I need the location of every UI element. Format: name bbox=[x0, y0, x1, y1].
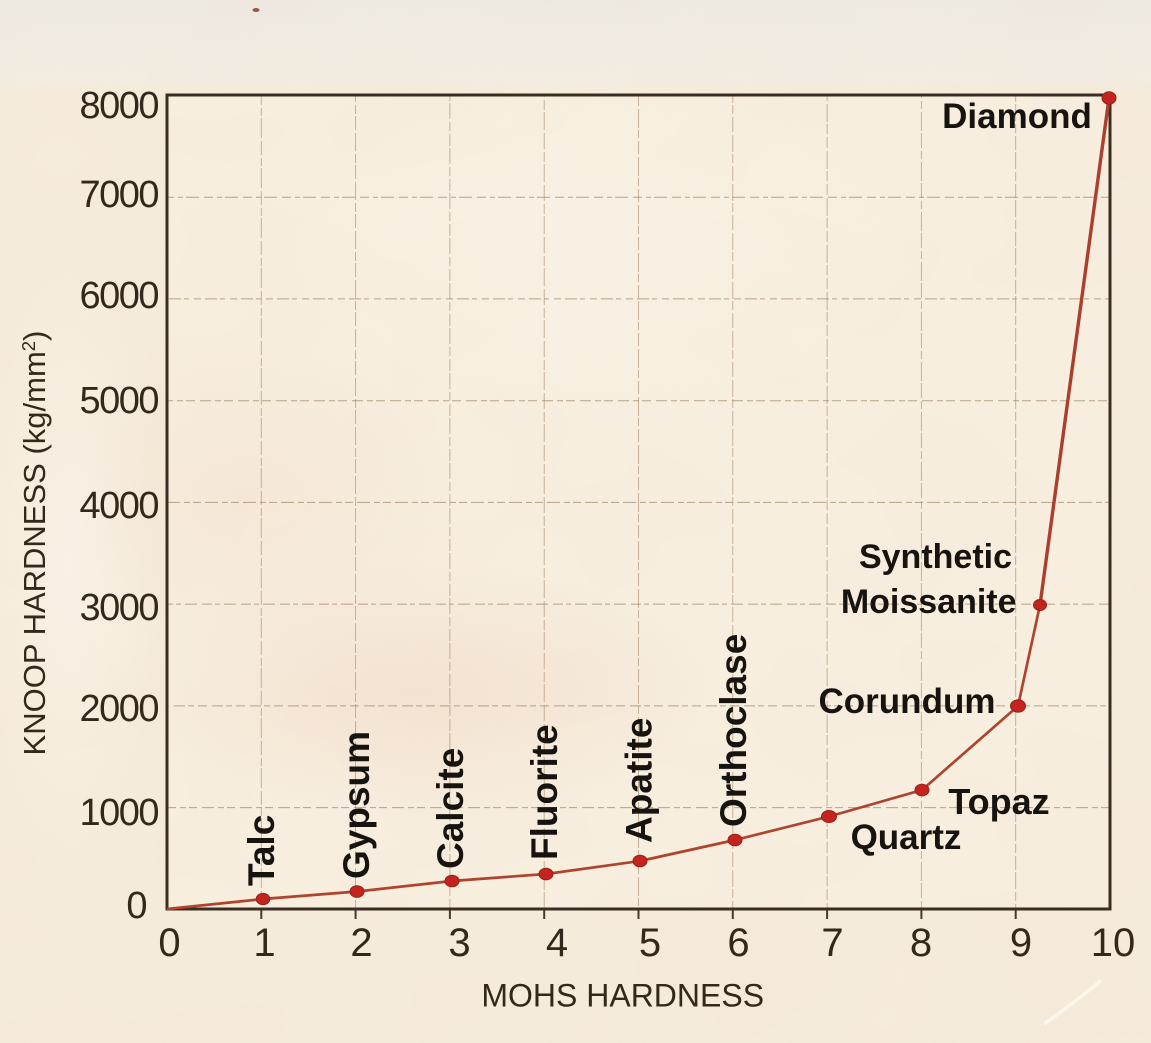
svg-text:KNOOP HARDNESS (kg/mm2): KNOOP HARDNESS (kg/mm2) bbox=[17, 331, 52, 756]
svg-text:8000: 8000 bbox=[79, 85, 158, 127]
svg-text:4: 4 bbox=[546, 921, 568, 965]
svg-text:8: 8 bbox=[910, 921, 932, 965]
svg-text:Quartz: Quartz bbox=[851, 818, 962, 857]
svg-text:10: 10 bbox=[1091, 921, 1136, 965]
svg-text:3000: 3000 bbox=[79, 587, 158, 629]
svg-text:1: 1 bbox=[253, 921, 275, 965]
svg-text:7: 7 bbox=[821, 921, 843, 965]
svg-text:Talc: Talc bbox=[241, 815, 282, 886]
svg-text:4000: 4000 bbox=[79, 485, 158, 527]
svg-text:Apatite: Apatite bbox=[619, 718, 660, 843]
svg-text:5000: 5000 bbox=[79, 380, 158, 422]
svg-text:2000: 2000 bbox=[79, 688, 158, 730]
svg-text:Synthetic: Synthetic bbox=[859, 538, 1012, 576]
svg-text:0: 0 bbox=[158, 921, 180, 965]
svg-text:Corundum: Corundum bbox=[819, 682, 996, 721]
svg-text:Fluorite: Fluorite bbox=[524, 724, 565, 860]
svg-text:5: 5 bbox=[639, 921, 661, 965]
svg-text:7000: 7000 bbox=[79, 174, 158, 216]
svg-text:MOHS HARDNESS: MOHS HARDNESS bbox=[481, 978, 764, 1014]
svg-text:Moissanite: Moissanite bbox=[841, 583, 1017, 621]
svg-text:Calcite: Calcite bbox=[430, 748, 471, 869]
svg-text:0: 0 bbox=[126, 885, 146, 927]
svg-text:Orthoclase: Orthoclase bbox=[713, 634, 754, 827]
svg-text:Diamond: Diamond bbox=[942, 97, 1092, 136]
svg-text:6000: 6000 bbox=[79, 275, 158, 317]
svg-text:2: 2 bbox=[350, 921, 372, 965]
svg-text:6: 6 bbox=[727, 921, 749, 965]
svg-text:3: 3 bbox=[448, 921, 470, 965]
svg-text:Topaz: Topaz bbox=[948, 781, 1049, 822]
svg-text:9: 9 bbox=[1010, 921, 1032, 965]
svg-text:1000: 1000 bbox=[79, 792, 158, 834]
svg-text:Gypsum: Gypsum bbox=[336, 731, 377, 879]
